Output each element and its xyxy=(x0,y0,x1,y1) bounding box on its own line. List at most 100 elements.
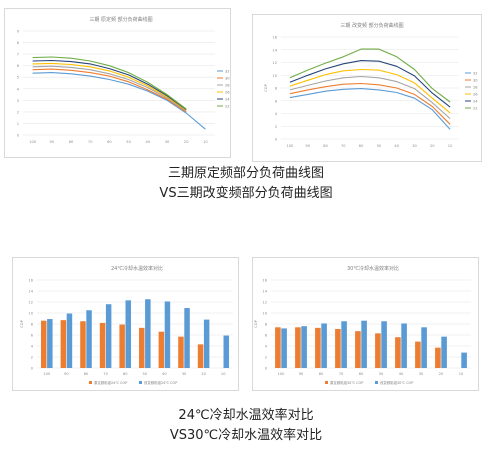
bar-variable-speed xyxy=(381,321,387,368)
bar-variable-speed xyxy=(184,308,190,368)
bar-variable-speed xyxy=(125,300,131,368)
x-tick-label: 60 xyxy=(123,372,128,376)
bar-variable-speed xyxy=(66,313,73,368)
y-tick-label: 16 xyxy=(262,279,267,283)
x-tick-label: 100 xyxy=(286,144,294,148)
legend-label: 26 xyxy=(225,90,230,94)
legend-label: 30 xyxy=(473,78,478,82)
x-tick-label: 80 xyxy=(69,140,74,144)
y-tick-label: 12 xyxy=(28,301,33,305)
bar-variable-speed xyxy=(301,326,307,368)
x-tick-label: 20 xyxy=(184,140,189,144)
x-tick-label: 90 xyxy=(50,140,55,144)
bar-variable-speed xyxy=(441,336,447,368)
x-tick-label: 30 xyxy=(412,144,417,148)
caption-line-4: VS30℃冷却水温效率对比 xyxy=(169,428,323,443)
bar-fixed-speed xyxy=(197,344,204,368)
bar-variable-speed xyxy=(401,323,407,368)
bar-variable-speed xyxy=(164,301,171,368)
caption-line-2: VS三期改变频部分负荷曲线图 xyxy=(159,186,333,201)
y-tick-label: 0 xyxy=(265,367,268,371)
efficiency-30c-bar-chart: 0 2 4 6 8 10 12 14 16 COP 30℃冷却水温效率对比 100 90 80 70 60 50… xyxy=(254,265,471,385)
bar-variable-speed xyxy=(281,328,287,368)
bar-fixed-speed xyxy=(41,320,47,368)
y-tick-label: 4 xyxy=(31,345,34,349)
legend-label: 改变频机组24℃ COP xyxy=(144,380,177,385)
bar-fixed-speed xyxy=(375,333,381,368)
bar-variable-speed xyxy=(105,304,112,368)
y-tick-label: 10 xyxy=(28,312,33,316)
bar-variable-speed xyxy=(223,335,229,368)
bar-variable-speed xyxy=(145,299,151,368)
y-tick-label: 4 xyxy=(265,345,268,349)
x-tick-label: 20 xyxy=(439,372,444,376)
x-tick-label: 10 xyxy=(459,372,464,376)
chart-panel-24c: 0 2 4 6 8 10 12 14 16 COP 24℃冷却水温效率对比 100 90 80 70 60 50… xyxy=(12,257,239,391)
bar-fixed-speed xyxy=(139,327,145,368)
x-tick-label: 100 xyxy=(278,372,286,376)
y-tick-label: 0 xyxy=(275,138,278,142)
y-tick-label: 1 xyxy=(17,122,19,126)
x-tick-label: 80 xyxy=(319,372,324,376)
bar-fixed-speed xyxy=(415,341,421,368)
series-line-24 xyxy=(289,60,451,108)
chart-title: 三期 改变频 部分负荷曲线图 xyxy=(340,22,403,29)
series-line-32 xyxy=(289,88,451,130)
x-tick-label: 70 xyxy=(339,372,344,376)
bar-variable-speed xyxy=(321,323,327,368)
bar-variable-speed xyxy=(341,321,347,368)
series-line-28 xyxy=(289,75,451,120)
y-tick-label: 6 xyxy=(275,99,278,103)
y-tick-label: 6 xyxy=(265,334,268,338)
y-tick-label: 14 xyxy=(262,290,267,294)
legend-label: 原定频机组30℃ COP xyxy=(330,380,363,385)
bar-fixed-speed xyxy=(355,331,361,368)
x-tick-label: 40 xyxy=(399,372,404,376)
y-tick-label: 6 xyxy=(17,64,20,68)
bar-fixed-speed xyxy=(395,337,401,368)
bar-fixed-speed xyxy=(119,324,125,368)
chart-title: 30℃冷却水温效率对比 xyxy=(347,265,399,272)
efficiency-24c-bar-chart: 0 2 4 6 8 10 12 14 16 COP 24℃冷却水温效率对比 100 90 80 70 60 50… xyxy=(20,265,233,385)
x-tick-label: 80 xyxy=(323,144,328,148)
y-tick-label: 16 xyxy=(28,279,33,283)
bar-fixed-speed xyxy=(315,327,321,368)
y-axis-label: COP xyxy=(254,319,258,327)
y-tick-label: 12 xyxy=(272,61,277,65)
x-tick-label: 60 xyxy=(359,144,364,148)
x-tick-label: 40 xyxy=(146,140,151,144)
x-tick-label: 100 xyxy=(43,372,51,376)
bar-fixed-speed xyxy=(99,322,106,368)
bar-variable-speed xyxy=(47,319,53,368)
bar-variable-speed xyxy=(421,327,427,368)
x-tick-label: 90 xyxy=(299,372,304,376)
legend-label: 26 xyxy=(473,92,478,96)
y-tick-label: 8 xyxy=(31,323,34,327)
x-tick-label: 30 xyxy=(419,372,424,376)
series-line-24 xyxy=(32,59,187,111)
bar-fixed-speed xyxy=(295,327,301,368)
series-line-22 xyxy=(32,56,187,110)
y-tick-label: 0 xyxy=(31,367,34,371)
x-tick-label: 90 xyxy=(64,372,69,376)
series-line-22 xyxy=(289,48,451,103)
bar-fixed-speed xyxy=(178,336,184,368)
series-line-28 xyxy=(32,65,187,112)
y-tick-label: 14 xyxy=(272,48,277,52)
legend-label: 22 xyxy=(473,106,478,110)
legend-label: 32 xyxy=(473,71,478,75)
y-tick-label: 8 xyxy=(275,87,278,91)
x-tick-label: 30 xyxy=(165,140,170,144)
x-tick-label: 80 xyxy=(84,372,89,376)
legend-label: 28 xyxy=(225,83,230,87)
y-tick-label: 14 xyxy=(28,290,33,294)
y-tick-label: 3 xyxy=(17,99,19,103)
series-line-30 xyxy=(32,68,187,113)
y-tick-label: 10 xyxy=(272,74,277,78)
series-line-30 xyxy=(289,82,451,125)
y-tick-label: 0 xyxy=(17,134,20,138)
y-tick-label: 7 xyxy=(17,53,19,57)
legend-label: 改变频机组30℃ COP xyxy=(380,380,413,385)
y-tick-label: 8 xyxy=(17,41,20,45)
